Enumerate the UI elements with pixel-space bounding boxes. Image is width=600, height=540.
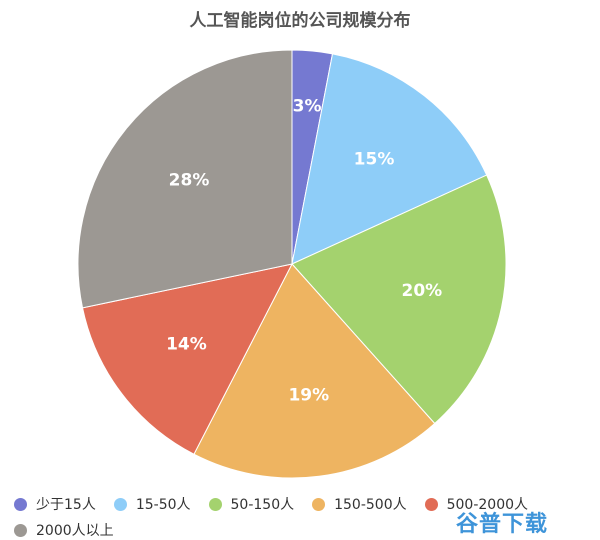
slice-label-0: 3% bbox=[293, 96, 322, 116]
legend-swatch-3 bbox=[312, 497, 326, 511]
slice-label-2: 20% bbox=[402, 281, 443, 301]
legend-swatch-1 bbox=[113, 497, 127, 511]
legend-label-1: 15-50人 bbox=[135, 497, 191, 513]
chart-title: 人工智能岗位的公司规模分布 bbox=[189, 11, 411, 31]
legend-swatch-2 bbox=[208, 497, 222, 511]
legend-label-4: 500-2000人 bbox=[446, 497, 529, 513]
slice-label-1: 15% bbox=[354, 150, 395, 170]
pie-chart: 3% 15% 20% 19% 14% 28% bbox=[77, 49, 507, 479]
legend-item-4[interactable]: 500-2000人 bbox=[424, 494, 529, 514]
watermark-logo: 谷普下载 bbox=[455, 512, 548, 537]
legend-item-2[interactable]: 50-150人 bbox=[208, 494, 295, 514]
legend-label-5: 2000人以上 bbox=[36, 523, 114, 539]
pie-slice-3 bbox=[193, 263, 436, 479]
legend-item-5[interactable]: 2000人以上 bbox=[14, 520, 114, 540]
legend-item-3[interactable]: 150-500人 bbox=[312, 494, 407, 514]
legend-swatch-0 bbox=[14, 497, 27, 511]
slice-label-4: 14% bbox=[166, 334, 207, 354]
chart-legend: 少于15人 15-50人 50-150人 150-500人 500-2000人 2000人… bbox=[14, 494, 600, 540]
pie-slice-4 bbox=[81, 263, 293, 455]
legend-item-1[interactable]: 15-50人 bbox=[113, 494, 191, 514]
pie-slice-2 bbox=[291, 174, 507, 425]
slice-label-3: 19% bbox=[288, 386, 329, 406]
legend-swatch-5 bbox=[14, 523, 27, 537]
legend-label-3: 150-500人 bbox=[334, 497, 407, 513]
legend-swatch-4 bbox=[424, 497, 438, 511]
pie-slice-1 bbox=[291, 53, 488, 265]
legend-item-0[interactable]: 少于15人 bbox=[14, 494, 96, 514]
legend-label-0: 少于15人 bbox=[36, 497, 96, 513]
pie-slice-5 bbox=[77, 49, 293, 309]
legend-label-2: 50-150人 bbox=[230, 497, 295, 513]
slice-label-5: 28% bbox=[169, 170, 210, 190]
